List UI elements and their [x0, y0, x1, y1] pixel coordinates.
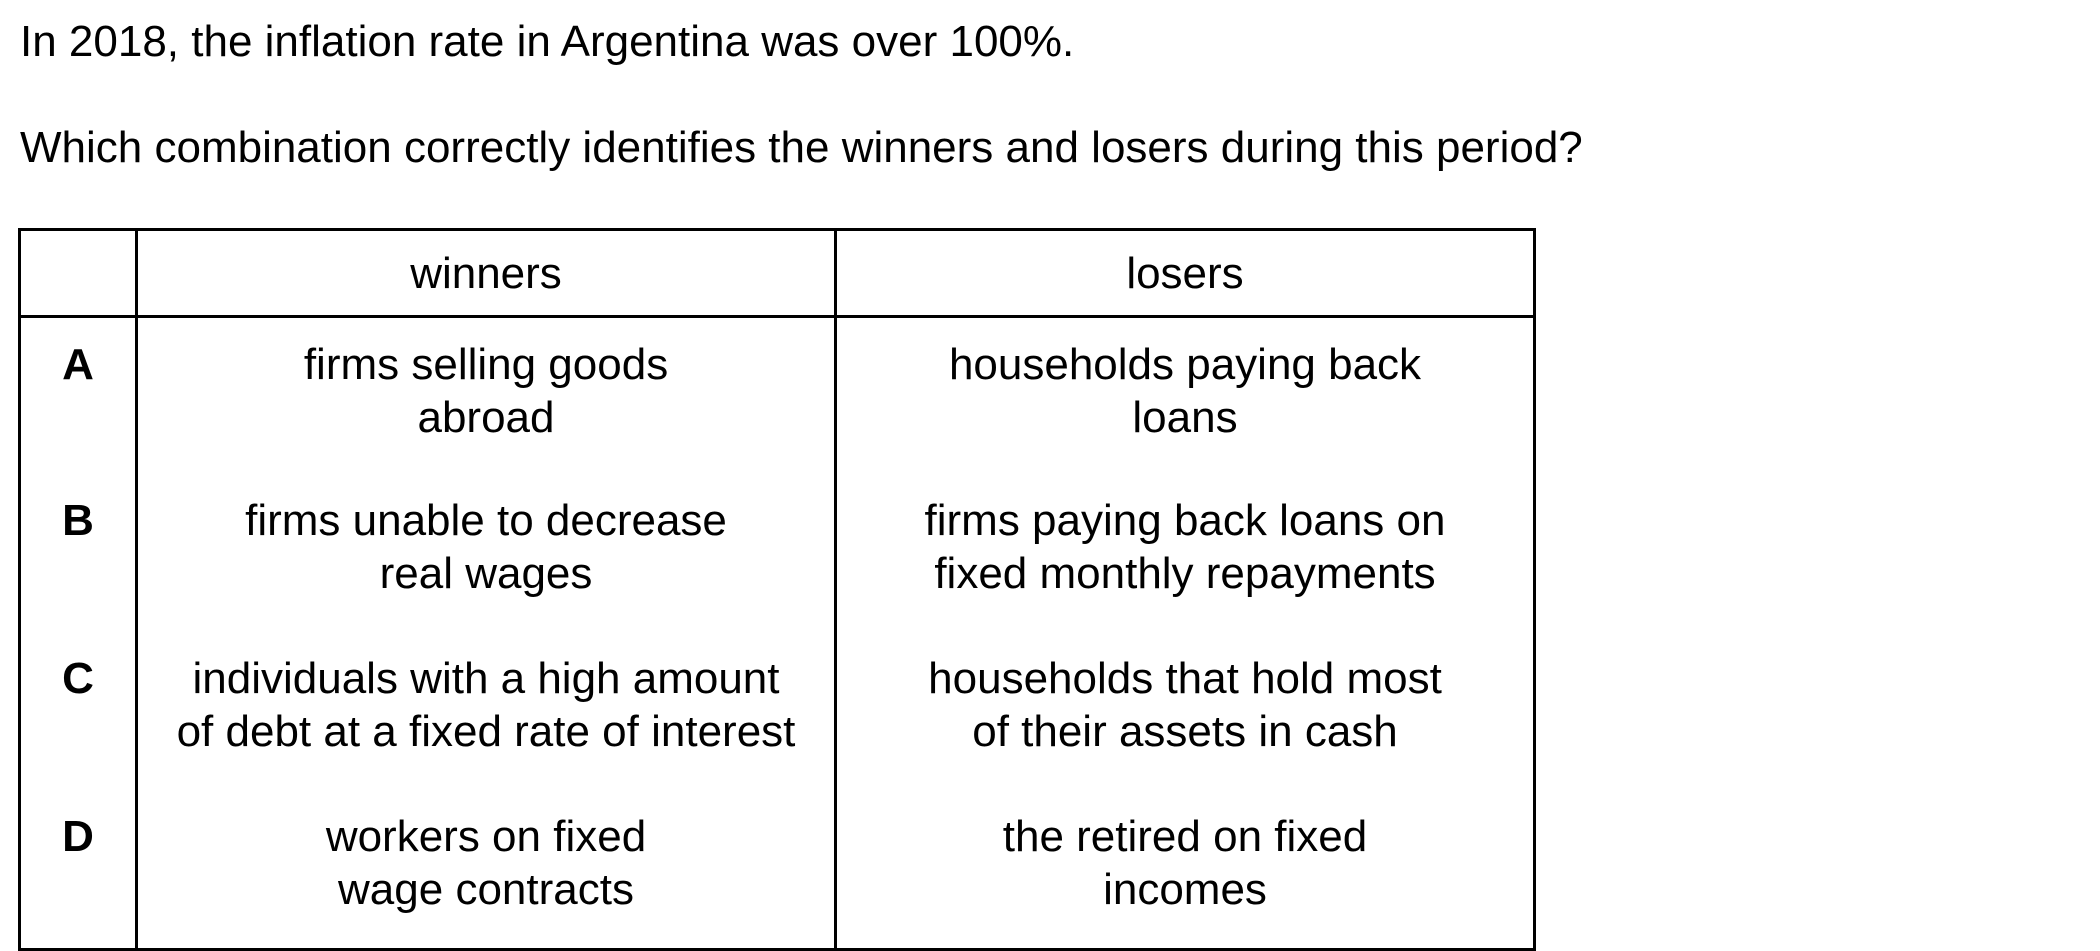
losers-cell: firms paying back loans on fixed monthly… [834, 478, 1536, 636]
option-letter: A [18, 316, 138, 478]
header-losers: losers [834, 228, 1536, 318]
option-row-d[interactable]: D workers on fixed wage contracts the re… [18, 794, 1536, 951]
winners-cell: firms selling goods abroad [135, 316, 837, 478]
winners-text: abroad [417, 393, 555, 442]
winners-cell: firms unable to decrease real wages [135, 478, 837, 636]
losers-text: fixed monthly repayments [934, 549, 1436, 598]
winners-text: firms selling goods [303, 340, 669, 389]
winners-cell: individuals with a high amount of debt a… [135, 636, 837, 794]
losers-cell: households that hold most of their asset… [834, 636, 1536, 794]
header-option [18, 228, 138, 318]
question-stem: In 2018, the inflation rate in Argentina… [20, 17, 1075, 66]
winners-text: firms unable to decrease [245, 496, 727, 545]
losers-text: firms paying back loans on [924, 496, 1446, 545]
option-row-c[interactable]: C individuals with a high amount of debt… [18, 636, 1536, 794]
header-winners: winners [135, 228, 837, 318]
table-header-row: winners losers [18, 228, 1536, 318]
losers-text: incomes [1103, 865, 1267, 914]
losers-text: loans [1132, 393, 1238, 442]
option-letter: D [18, 794, 138, 951]
winners-text: wage contracts [338, 865, 634, 914]
question-prompt: Which combination correctly identifies t… [20, 123, 1583, 172]
option-row-a[interactable]: A firms selling goods abroad households … [18, 316, 1536, 478]
losers-cell: the retired on fixed incomes [834, 794, 1536, 951]
options-table: winners losers A firms selling goods abr… [18, 228, 1536, 951]
winners-text: workers on fixed [325, 812, 647, 861]
option-letter: B [18, 478, 138, 636]
winners-text: individuals with a high amount [192, 654, 780, 703]
losers-text: of their assets in cash [972, 707, 1398, 756]
losers-cell: households paying back loans [834, 316, 1536, 478]
losers-text: households that hold most [928, 654, 1442, 703]
option-row-b[interactable]: B firms unable to decrease real wages fi… [18, 478, 1536, 636]
option-letter: C [18, 636, 138, 794]
winners-cell: workers on fixed wage contracts [135, 794, 837, 951]
winners-text: real wages [379, 549, 593, 598]
losers-text: the retired on fixed [1002, 812, 1368, 861]
losers-text: households paying back [948, 340, 1422, 389]
winners-text: of debt at a fixed rate of interest [176, 707, 796, 756]
